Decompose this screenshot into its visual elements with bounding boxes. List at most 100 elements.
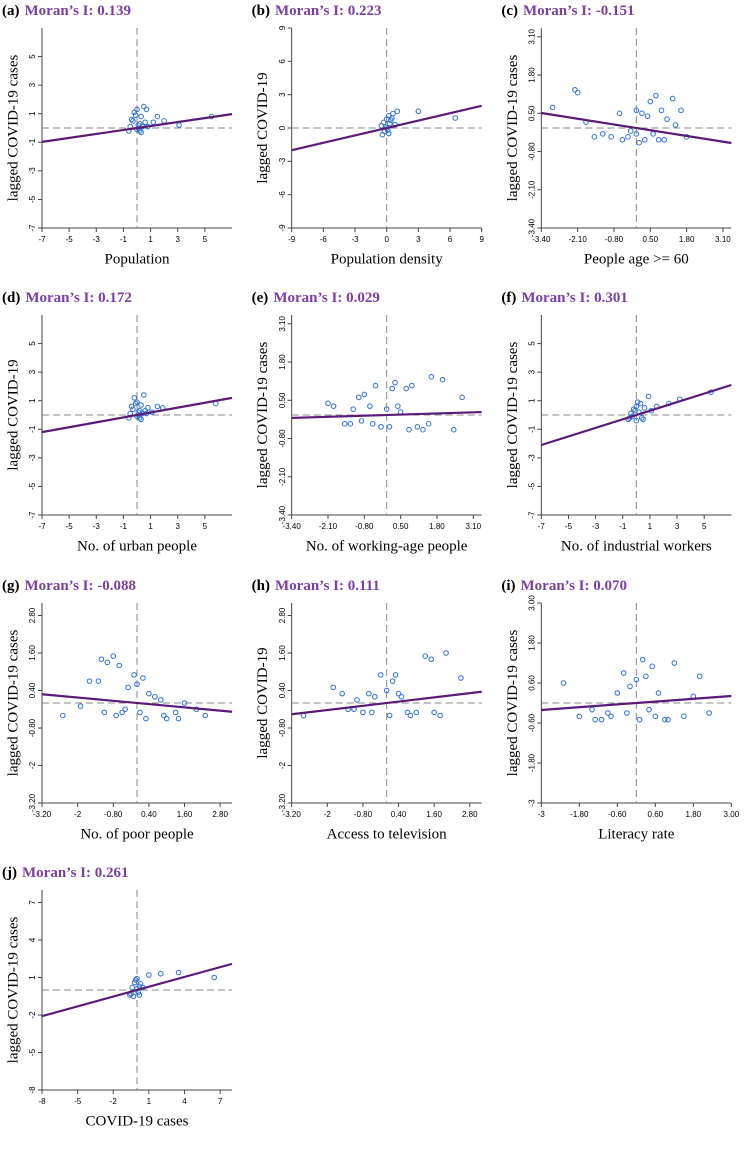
point xyxy=(132,400,139,407)
x-tick-label: -1 xyxy=(619,522,627,531)
y-tick-label: -1 xyxy=(28,425,37,433)
point xyxy=(428,656,434,663)
x-tick-label: -9 xyxy=(288,235,296,244)
fit-line xyxy=(41,396,233,434)
y-tick-label: -5 xyxy=(28,482,37,490)
point xyxy=(638,415,645,421)
point xyxy=(354,697,360,703)
x-axis-label: COVID-19 cases xyxy=(86,1113,189,1129)
point xyxy=(386,423,393,430)
y-tick-label: -0.60 xyxy=(527,713,536,732)
point xyxy=(696,673,703,680)
x-tick-label: 6 xyxy=(448,235,453,244)
x-tick-label: -1.80 xyxy=(570,810,589,819)
point xyxy=(420,426,426,433)
point xyxy=(360,709,366,716)
point xyxy=(627,683,633,690)
point xyxy=(339,690,345,697)
x-tick-label: -7 xyxy=(38,522,46,531)
x-tick-label: 2.80 xyxy=(462,810,478,819)
point xyxy=(633,676,640,683)
panel-title: (c) Moran’s I: -0.151 xyxy=(501,3,634,19)
x-tick-label: 0 xyxy=(384,235,389,244)
x-tick-label: 0.40 xyxy=(141,810,157,819)
panel-letter: (d) xyxy=(2,290,20,306)
y-tick-label: 1.80 xyxy=(527,67,536,83)
point xyxy=(138,416,144,423)
point xyxy=(619,136,626,143)
point xyxy=(110,653,117,659)
point xyxy=(624,710,630,716)
fit-line xyxy=(541,694,732,712)
y-tick-label: 7 xyxy=(28,900,37,905)
y-tick-label: -2 xyxy=(278,761,287,769)
point xyxy=(161,118,167,124)
point xyxy=(128,116,135,123)
point xyxy=(129,984,136,991)
point xyxy=(366,690,372,697)
y-tick-label: 3 xyxy=(278,92,287,97)
y-tick-label: -2 xyxy=(28,1011,37,1019)
fit-line xyxy=(41,113,233,143)
panel-title: (h) Moran’s I: 0.111 xyxy=(252,578,380,594)
point xyxy=(371,693,378,700)
point xyxy=(59,712,66,719)
x-tick-label: 1.80 xyxy=(679,235,695,244)
y-tick-label: 0 xyxy=(278,125,287,130)
point xyxy=(389,678,396,684)
panel-letter: (e) xyxy=(252,290,269,306)
x-tick-label: -3.40 xyxy=(283,522,302,531)
y-tick-label: 1.60 xyxy=(28,645,37,661)
x-tick-label: 1.80 xyxy=(429,522,445,531)
y-axis-label: lagged COVID-19 cases xyxy=(255,342,271,489)
point xyxy=(131,395,138,401)
y-tick-label: -3 xyxy=(527,454,536,462)
fit-line xyxy=(291,104,482,152)
point xyxy=(633,417,640,424)
x-tick-label: 1.60 xyxy=(177,810,193,819)
point xyxy=(406,426,412,433)
moran-title: Moran’s I: 0.223 xyxy=(275,3,382,19)
y-tick-label: -3 xyxy=(28,167,37,175)
y-tick-label: 9 xyxy=(278,25,287,30)
point xyxy=(645,393,652,400)
point xyxy=(649,663,655,670)
x-tick-label: -0.80 xyxy=(104,810,123,819)
x-tick-label: 1 xyxy=(148,522,153,531)
point xyxy=(140,675,146,681)
y-tick-label: 1 xyxy=(28,398,37,403)
point xyxy=(101,709,108,716)
y-tick-label: 4 xyxy=(28,937,37,942)
x-tick-label: -0.80 xyxy=(354,810,373,819)
point xyxy=(98,656,105,663)
x-tick-label: 0.60 xyxy=(648,810,664,819)
point xyxy=(136,992,143,998)
y-tick-label: 0.50 xyxy=(527,105,536,121)
panel-letter: (j) xyxy=(2,865,17,881)
point xyxy=(389,385,396,392)
x-tick-label: 0.40 xyxy=(391,810,407,819)
x-tick-label: 7 xyxy=(218,1097,223,1106)
y-tick-label: 5 xyxy=(527,341,536,346)
point xyxy=(163,715,170,722)
y-tick-label: -2.10 xyxy=(278,467,287,486)
point xyxy=(415,108,422,115)
point xyxy=(95,678,102,684)
x-tick-label: -7 xyxy=(538,522,546,531)
point xyxy=(600,131,606,137)
point xyxy=(378,423,384,430)
x-tick-label: -2.10 xyxy=(569,235,588,244)
point xyxy=(641,136,648,143)
point xyxy=(636,139,642,146)
point xyxy=(409,382,415,389)
y-tick-label: 1.60 xyxy=(278,645,287,661)
point xyxy=(637,400,644,407)
point xyxy=(598,716,605,723)
panel-letter: (f) xyxy=(501,290,516,306)
x-tick-label: 3 xyxy=(175,522,180,531)
point xyxy=(671,660,678,666)
point xyxy=(138,113,144,120)
y-tick-label: 1 xyxy=(28,111,37,116)
x-axis-label: Access to television xyxy=(327,826,447,842)
